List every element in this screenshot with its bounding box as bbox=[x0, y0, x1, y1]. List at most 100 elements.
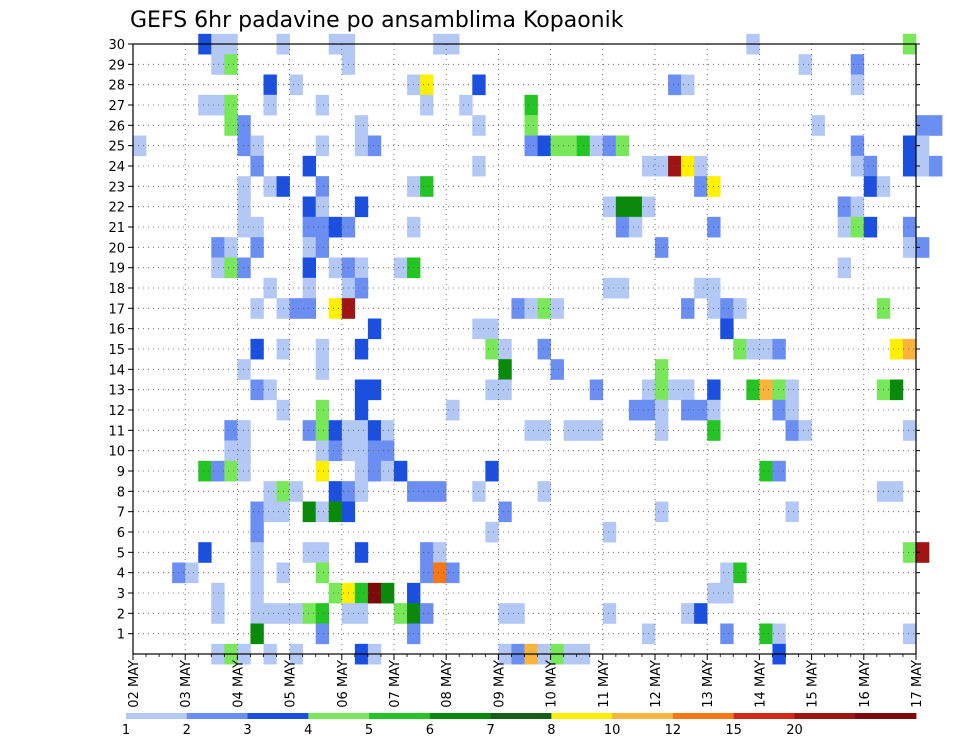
y-tick-label: 4 bbox=[117, 567, 125, 582]
heatmap-cell bbox=[394, 257, 408, 279]
heatmap-cell bbox=[354, 257, 369, 279]
heatmap-cell bbox=[367, 420, 382, 441]
heatmap-cell bbox=[211, 257, 225, 279]
heatmap-cell bbox=[498, 379, 512, 401]
heatmap-cell bbox=[263, 176, 277, 197]
y-tick-label: 13 bbox=[108, 384, 125, 399]
heatmap-cell bbox=[302, 237, 316, 258]
heatmap-cell bbox=[550, 359, 564, 380]
heatmap-cell bbox=[837, 216, 852, 238]
heatmap-cell bbox=[263, 379, 277, 401]
heatmap-cell bbox=[354, 115, 369, 136]
y-tick-label: 6 bbox=[117, 526, 125, 541]
heatmap-cell bbox=[720, 298, 734, 319]
heatmap-cell bbox=[380, 420, 395, 441]
heatmap-cell bbox=[315, 440, 330, 462]
heatmap-cell bbox=[902, 216, 917, 238]
y-tick-label: 22 bbox=[108, 201, 125, 216]
heatmap-cell bbox=[694, 155, 708, 177]
y-tick-label: 9 bbox=[117, 465, 125, 480]
heatmap-cell bbox=[916, 237, 930, 258]
heatmap-cell bbox=[668, 379, 682, 401]
heatmap-cell bbox=[602, 135, 617, 157]
heatmap-cell bbox=[420, 481, 434, 502]
heatmap-cell bbox=[289, 481, 303, 502]
heatmap-cell bbox=[250, 562, 264, 584]
heatmap-cell bbox=[655, 420, 669, 441]
heatmap-cell bbox=[628, 216, 643, 238]
heatmap-cell bbox=[655, 501, 669, 523]
heatmap-cell bbox=[394, 603, 408, 624]
colorbar-label: 12 bbox=[665, 723, 682, 738]
y-tick-label: 20 bbox=[108, 241, 125, 256]
heatmap-cell bbox=[302, 298, 316, 319]
heatmap-cell bbox=[720, 623, 734, 645]
heatmap-cell bbox=[524, 298, 538, 319]
heatmap-cell bbox=[929, 155, 943, 177]
heatmap-cell bbox=[289, 298, 303, 319]
heatmap-cell bbox=[485, 379, 499, 401]
colorbar-bin bbox=[247, 713, 309, 719]
colorbar: 1 2 3 4 5 6 7 8 10 12 15 20 bbox=[122, 713, 917, 738]
heatmap-cell bbox=[420, 542, 434, 563]
y-tick-label: 14 bbox=[108, 363, 125, 378]
heatmap-cell bbox=[224, 237, 238, 258]
heatmap-cell bbox=[380, 582, 395, 604]
heatmap-cell bbox=[198, 542, 212, 563]
heatmap-cell bbox=[433, 481, 447, 502]
heatmap-cell bbox=[315, 237, 330, 258]
heatmap-cell bbox=[302, 277, 316, 299]
heatmap-cell bbox=[263, 603, 277, 624]
heatmap-cell bbox=[602, 521, 617, 543]
heatmap-cell bbox=[315, 216, 330, 238]
heatmap-cell bbox=[250, 521, 264, 543]
chart-title: GEFS 6hr padavine po ansamblima Kopaonik bbox=[130, 8, 624, 33]
colorbar-bin bbox=[612, 713, 674, 719]
heatmap-cell bbox=[250, 582, 264, 604]
heatmap-cell bbox=[628, 196, 643, 218]
colorbar-label: 5 bbox=[365, 723, 373, 738]
heatmap-cell bbox=[902, 237, 917, 258]
colorbar-label: 1 bbox=[122, 723, 130, 738]
heatmap-cell bbox=[485, 338, 499, 360]
heatmap-cell bbox=[237, 115, 251, 136]
heatmap-cell bbox=[916, 542, 930, 563]
heatmap-cell bbox=[655, 399, 669, 421]
heatmap-cell bbox=[681, 74, 695, 96]
y-tick-label: 1 bbox=[117, 628, 125, 643]
heatmap-cell bbox=[563, 420, 577, 441]
heatmap-cell bbox=[211, 603, 225, 624]
heatmap-cell bbox=[367, 379, 382, 401]
y-tick-label: 30 bbox=[108, 38, 125, 53]
heatmap-cell bbox=[237, 196, 251, 218]
heatmap-cell bbox=[315, 460, 330, 482]
heatmap-cell bbox=[498, 603, 512, 624]
heatmap-cell bbox=[315, 562, 330, 584]
heatmap-cell bbox=[902, 623, 917, 645]
heatmap-cell bbox=[929, 115, 943, 136]
heatmap-cell bbox=[668, 155, 682, 177]
heatmap-cell bbox=[537, 298, 551, 319]
heatmap-cell bbox=[328, 298, 343, 319]
heatmap-cell bbox=[354, 481, 369, 502]
y-tick-label: 26 bbox=[108, 119, 125, 134]
heatmap-cell bbox=[380, 460, 395, 482]
x-tick-label: 13 MAY bbox=[701, 660, 716, 708]
y-tick-label: 25 bbox=[108, 140, 125, 155]
x-tick-label: 10 MAY bbox=[545, 660, 560, 708]
heatmap-cell bbox=[902, 338, 917, 360]
grid-lines bbox=[133, 44, 916, 654]
heatmap-cell bbox=[615, 277, 630, 299]
heatmap-cell bbox=[446, 399, 460, 421]
y-tick-label: 19 bbox=[108, 262, 125, 277]
heatmap-cell bbox=[498, 338, 512, 360]
heatmap-cell bbox=[250, 216, 264, 238]
heatmap-cell bbox=[850, 155, 865, 177]
x-tick-label: 03 MAY bbox=[179, 660, 194, 708]
heatmap-cell bbox=[315, 542, 330, 563]
colorbar-bin bbox=[126, 713, 188, 719]
heatmap-cell bbox=[354, 542, 369, 563]
heatmap-cell bbox=[354, 399, 369, 421]
heatmap-cell bbox=[850, 196, 865, 218]
heatmap-cell bbox=[798, 420, 812, 441]
